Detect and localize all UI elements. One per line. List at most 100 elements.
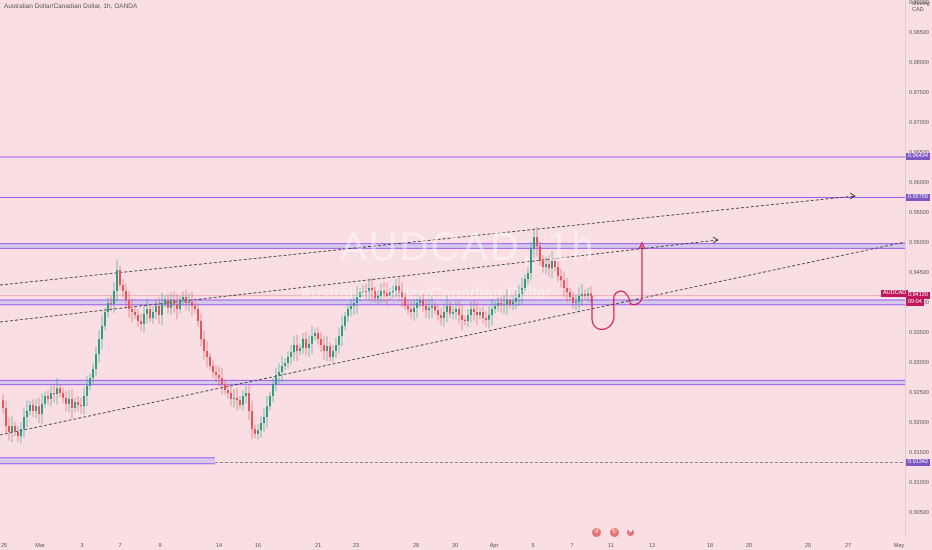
candle-body-172 — [515, 297, 517, 302]
y-tick-label: 0.94500 — [909, 270, 929, 276]
candle-body-133 — [398, 286, 400, 293]
candle-body-42 — [125, 291, 127, 300]
candle-body-132 — [395, 286, 397, 291]
candle-body-67 — [200, 321, 202, 339]
candle-body-66 — [197, 309, 199, 321]
candle-body-128 — [383, 291, 385, 294]
candle-body-189 — [566, 288, 568, 293]
candle-body-74 — [221, 378, 223, 384]
zone-0 — [0, 243, 905, 249]
x-tick-label: 13 — [649, 543, 655, 549]
candle-body-117 — [350, 306, 352, 309]
candle-body-196 — [587, 293, 589, 296]
candle-body-163 — [488, 315, 490, 320]
candle-body-21 — [62, 393, 64, 398]
candle-body-184 — [551, 261, 553, 269]
candle-body-88 — [263, 417, 265, 423]
candle-body-60 — [179, 300, 181, 309]
candle-body-13 — [38, 406, 40, 414]
price-level-badge: 0.91342 — [906, 458, 930, 466]
watermark-symbol: AUDCAD, 1h — [340, 225, 596, 269]
x-tick-label: Mar — [35, 543, 45, 549]
candle-body-71 — [212, 366, 214, 372]
y-tick-label: 0.97500 — [909, 90, 929, 96]
candle-body-124 — [371, 288, 373, 291]
candle-body-129 — [386, 293, 388, 296]
candle-body-187 — [560, 276, 562, 281]
x-tick-label: 16 — [255, 543, 261, 549]
candle-body-70 — [209, 357, 211, 366]
candle-body-142 — [425, 306, 427, 311]
candle-body-63 — [188, 301, 190, 303]
candle-body-197 — [590, 293, 592, 296]
x-tick-label: 18 — [707, 543, 713, 549]
y-tick-label: 0.96500 — [909, 150, 929, 156]
candle-body-150 — [449, 306, 451, 314]
trendline-upper — [0, 195, 856, 286]
candle-body-151 — [452, 312, 454, 314]
candle-body-80 — [239, 400, 241, 405]
candle-body-91 — [272, 384, 274, 396]
candle-body-62 — [185, 297, 187, 303]
candle-body-147 — [440, 315, 442, 318]
chart-title: Australian Dollar/Canadian Dollar, 1h, O… — [4, 3, 138, 10]
x-tick-label: Apr — [490, 543, 499, 549]
candle-body-127 — [380, 291, 382, 296]
plot-area[interactable]: 25 Mar 3 7 9 14 16 21 23 28 30 Apr 5 7 11 13 18 20 25 27 May — [0, 0, 905, 550]
candle-body-146 — [437, 310, 439, 315]
candle-body-188 — [563, 280, 565, 288]
replay-back-icon[interactable]: ↺ — [592, 528, 601, 537]
candle-body-85 — [254, 429, 256, 434]
trend-lines — [0, 192, 905, 436]
candle-body-2 — [5, 408, 7, 426]
y-tick-label: 0.97000 — [909, 120, 929, 126]
candle-body-49 — [146, 309, 148, 314]
candle-body-130 — [389, 292, 391, 296]
candle-body-54 — [161, 303, 163, 315]
candle-body-72 — [215, 372, 217, 375]
candle-body-108 — [323, 345, 325, 351]
candle-body-194 — [581, 294, 583, 296]
candle-body-166 — [497, 303, 499, 306]
price-level-badge: 0.95759 — [906, 193, 930, 201]
candle-body-20 — [59, 388, 61, 393]
x-tick-label: 7 — [570, 543, 573, 549]
y-tick-label: 0.99000 — [909, 0, 929, 6]
trendline-upper-arrow — [849, 192, 856, 200]
candle-body-36 — [107, 303, 109, 312]
candle-body-1 — [2, 400, 4, 408]
candle-body-136 — [407, 306, 409, 309]
candle-body-27 — [80, 405, 82, 407]
candle-body-176 — [527, 273, 529, 279]
price-axis-border — [905, 0, 906, 537]
candle-body-78 — [233, 397, 235, 399]
x-tick-label: 14 — [216, 543, 222, 549]
replay-forward-icon[interactable]: ↻ — [610, 528, 619, 537]
candle-body-29 — [86, 385, 88, 396]
candle-body-97 — [290, 352, 292, 357]
candle-body-164 — [491, 309, 493, 315]
candle-body-3 — [8, 426, 10, 432]
candle-body-115 — [344, 316, 346, 326]
candle-body-34 — [101, 325, 103, 339]
candle-body-14 — [41, 403, 43, 414]
trendline-lower — [0, 241, 905, 436]
y-tick-label: 0.92000 — [909, 420, 929, 426]
candle-body-5 — [14, 426, 16, 432]
replay-flag-icon[interactable]: ⚑ — [627, 529, 634, 536]
candle-body-50 — [149, 309, 151, 318]
x-tick-label: 23 — [353, 543, 359, 549]
candle-body-165 — [494, 306, 496, 309]
projection-drawing — [591, 241, 646, 330]
candle-body-105 — [314, 333, 316, 336]
price-axis-currency: Moving CAD — [912, 1, 930, 13]
x-tick-label: 9 — [158, 543, 161, 549]
candle-body-37 — [110, 303, 112, 305]
candle-body-99 — [296, 345, 298, 351]
candle-body-59 — [176, 304, 178, 309]
y-tick-label: 0.98500 — [909, 30, 929, 36]
candle-body-174 — [521, 288, 523, 294]
y-tick-label: 0.95000 — [909, 240, 929, 246]
candle-body-23 — [68, 399, 70, 404]
candle-body-100 — [299, 348, 301, 351]
